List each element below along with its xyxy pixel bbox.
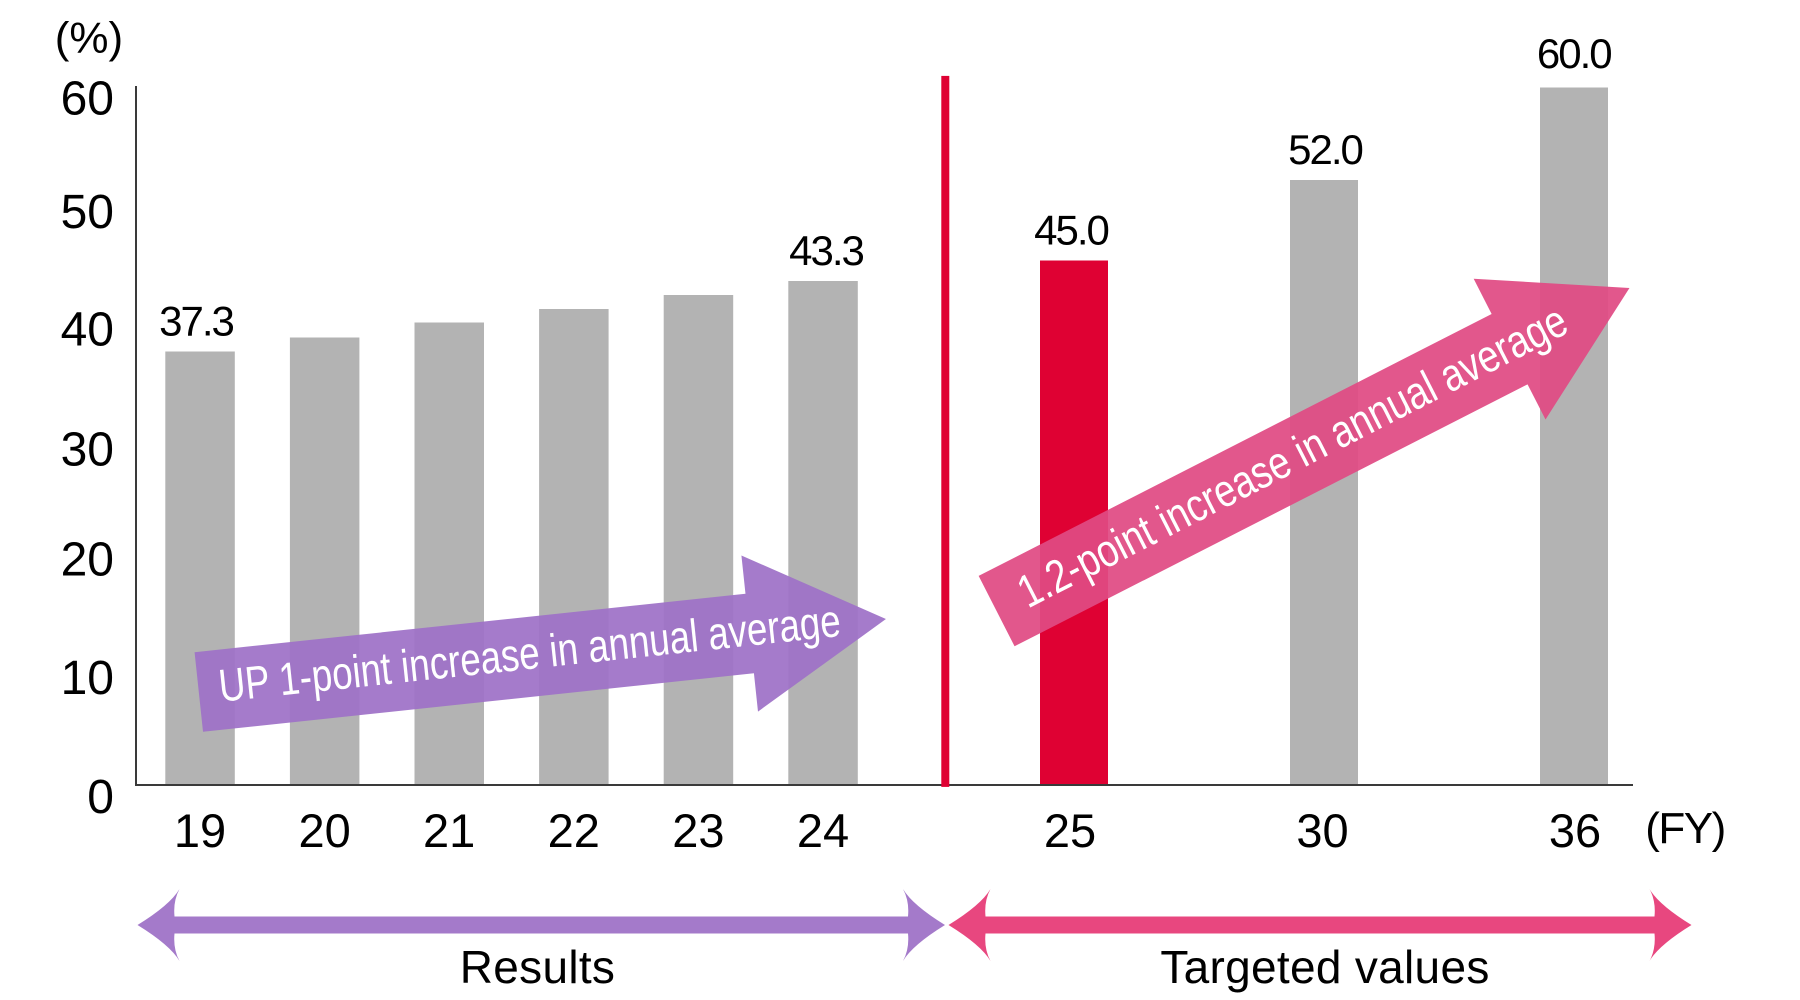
svg-text:20: 20 bbox=[298, 804, 350, 857]
svg-text:36: 36 bbox=[1549, 804, 1601, 857]
svg-text:22: 22 bbox=[548, 804, 600, 857]
svg-text:50: 50 bbox=[61, 186, 114, 239]
svg-text:30: 30 bbox=[61, 424, 114, 477]
svg-text:43.3: 43.3 bbox=[789, 227, 863, 274]
svg-text:25: 25 bbox=[1044, 804, 1096, 857]
svg-text:20: 20 bbox=[61, 534, 114, 587]
svg-text:23: 23 bbox=[672, 804, 724, 857]
svg-text:10: 10 bbox=[61, 652, 114, 705]
svg-text:40: 40 bbox=[61, 304, 114, 357]
svg-text:21: 21 bbox=[423, 804, 475, 857]
svg-text:52.0: 52.0 bbox=[1288, 126, 1362, 173]
svg-text:Targeted values: Targeted values bbox=[1160, 941, 1489, 993]
svg-text:60: 60 bbox=[61, 72, 114, 125]
svg-text:(FY): (FY) bbox=[1645, 804, 1725, 853]
svg-text:24: 24 bbox=[797, 804, 849, 857]
svg-text:Results: Results bbox=[460, 941, 616, 993]
svg-text:(%): (%) bbox=[55, 14, 123, 63]
svg-text:19: 19 bbox=[174, 804, 226, 857]
svg-text:30: 30 bbox=[1296, 804, 1348, 857]
svg-text:37.3: 37.3 bbox=[159, 298, 233, 345]
svg-text:45.0: 45.0 bbox=[1034, 207, 1108, 254]
svg-text:0: 0 bbox=[87, 771, 114, 824]
svg-text:60.0: 60.0 bbox=[1537, 30, 1611, 77]
